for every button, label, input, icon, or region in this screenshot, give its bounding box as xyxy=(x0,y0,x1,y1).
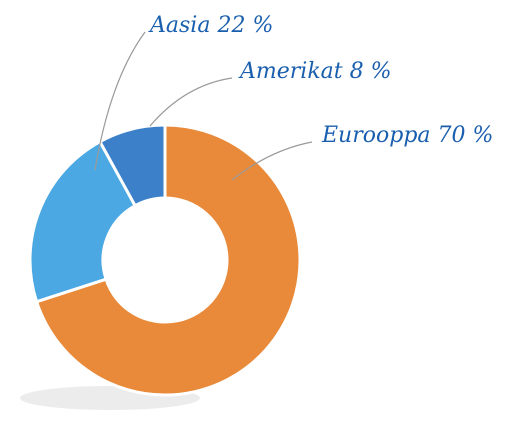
slice-label: Eurooppa 70 % xyxy=(321,123,493,148)
slice xyxy=(97,123,167,208)
category-label: Amerikat xyxy=(238,59,343,84)
value-label: 22 % xyxy=(216,13,273,38)
slice xyxy=(28,139,138,304)
leader-line xyxy=(231,141,313,181)
value-label: 8 % xyxy=(350,59,392,84)
value-label: 70 % xyxy=(438,123,494,148)
slice xyxy=(34,123,302,397)
slice-label: Aasia 22 % xyxy=(148,13,273,38)
donut xyxy=(28,123,302,397)
slice-label: Amerikat 8 % xyxy=(238,59,392,84)
category-label: Aasia xyxy=(148,13,210,38)
category-label: Eurooppa xyxy=(321,123,431,148)
leader-line xyxy=(94,31,146,171)
leader-line xyxy=(149,77,233,127)
